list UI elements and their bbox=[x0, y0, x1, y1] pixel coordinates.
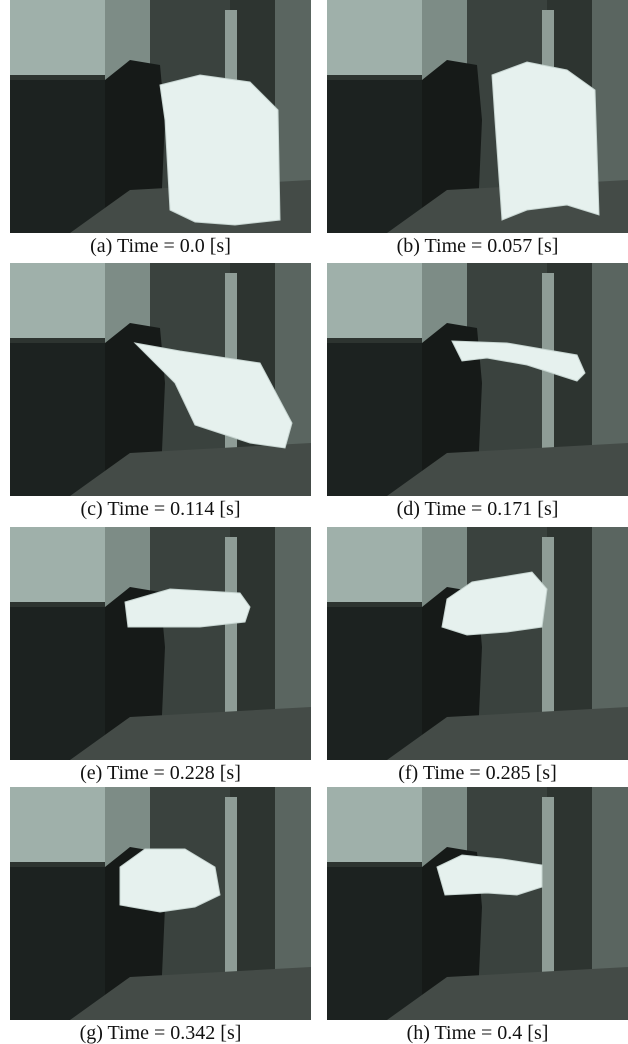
wall bbox=[327, 0, 422, 75]
caption: (c) Time = 0.114 [s] bbox=[10, 497, 311, 521]
photo bbox=[10, 527, 311, 760]
wall bbox=[327, 263, 422, 338]
panel: (c) Time = 0.114 [s] bbox=[10, 263, 311, 521]
shelf bbox=[327, 343, 427, 496]
wall bbox=[10, 0, 105, 75]
shelf bbox=[10, 80, 110, 233]
wall bbox=[10, 263, 105, 338]
shelf bbox=[327, 867, 427, 1020]
photo bbox=[327, 527, 628, 760]
panel: (f) Time = 0.285 [s] bbox=[327, 527, 628, 785]
shelf bbox=[327, 607, 427, 760]
cloth bbox=[160, 75, 280, 225]
photo bbox=[10, 263, 311, 496]
caption: (b) Time = 0.057 [s] bbox=[327, 234, 628, 258]
caption: (g) Time = 0.342 [s] bbox=[10, 1021, 311, 1044]
shelf bbox=[327, 80, 427, 233]
panel: (a) Time = 0.0 [s] bbox=[10, 0, 311, 258]
caption: (d) Time = 0.171 [s] bbox=[327, 497, 628, 521]
wall bbox=[10, 527, 105, 602]
wall bbox=[327, 527, 422, 602]
wall bbox=[10, 787, 105, 862]
panel: (b) Time = 0.057 [s] bbox=[327, 0, 628, 258]
shelf bbox=[10, 343, 110, 496]
caption: (h) Time = 0.4 [s] bbox=[327, 1021, 628, 1044]
panel: (h) Time = 0.4 [s] bbox=[327, 787, 628, 1044]
caption: (a) Time = 0.0 [s] bbox=[10, 234, 311, 258]
photo bbox=[327, 787, 628, 1020]
photo bbox=[327, 263, 628, 496]
figure: (a) Time = 0.0 [s] (b) Time = 0.057 [s] (c… bbox=[0, 0, 628, 1044]
photo bbox=[10, 0, 311, 233]
shelf bbox=[10, 867, 110, 1020]
photo bbox=[327, 0, 628, 233]
caption: (e) Time = 0.228 [s] bbox=[10, 761, 311, 785]
panel: (e) Time = 0.228 [s] bbox=[10, 527, 311, 785]
panel: (d) Time = 0.171 [s] bbox=[327, 263, 628, 521]
caption: (f) Time = 0.285 [s] bbox=[327, 761, 628, 785]
photo bbox=[10, 787, 311, 1020]
panel: (g) Time = 0.342 [s] bbox=[10, 787, 311, 1044]
shelf bbox=[10, 607, 110, 760]
cloth bbox=[492, 62, 599, 220]
wall bbox=[327, 787, 422, 862]
